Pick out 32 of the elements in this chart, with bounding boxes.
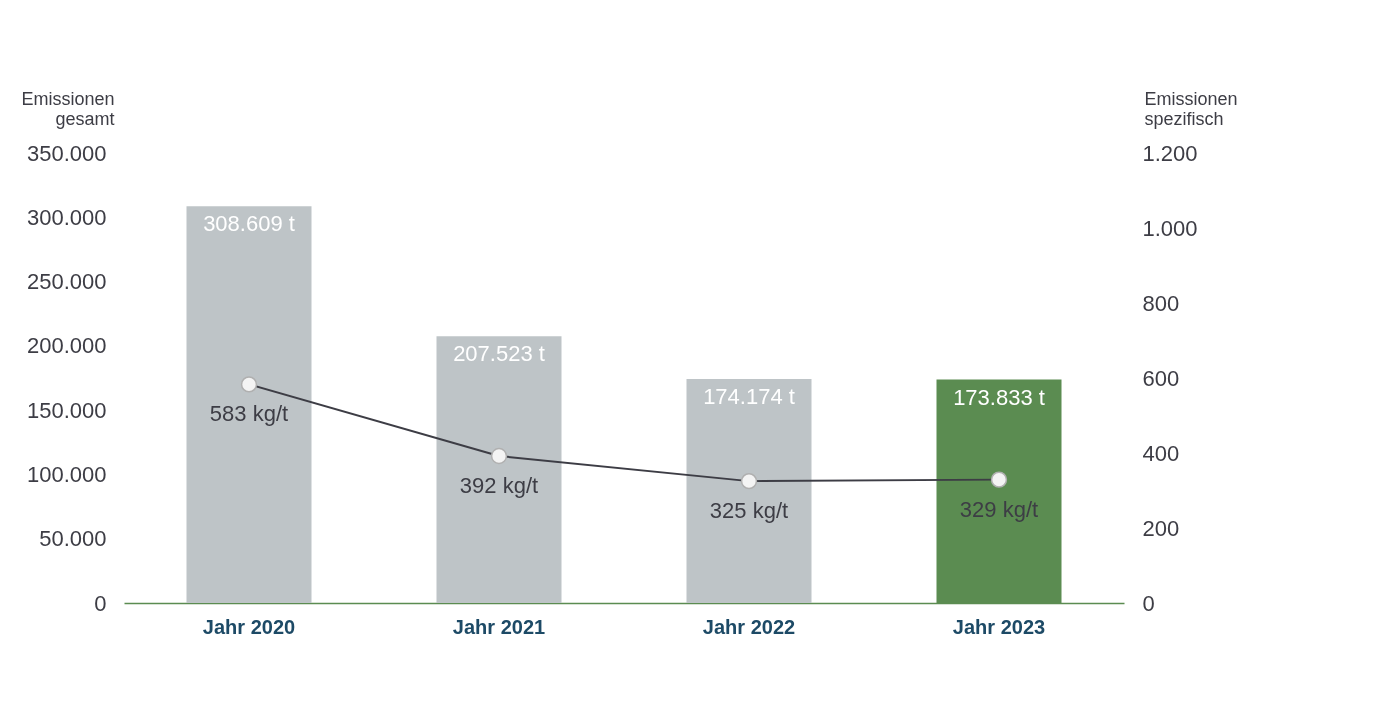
y2-tick-label: 0 <box>1142 590 1155 616</box>
bar <box>436 336 562 603</box>
data-label: 329 kg/t <box>959 496 1039 522</box>
data-label: 325 kg/t <box>709 498 789 524</box>
y-tick-label: 350.000 <box>26 140 107 166</box>
data-label: 173.833 t <box>953 384 1045 410</box>
y-axis-title: Emissionen gesamt <box>21 88 115 129</box>
y-tick-label: 50.000 <box>39 526 107 552</box>
x-tick-label: Jahr 2021 <box>452 615 546 638</box>
y-tick-label: 150.000 <box>26 397 107 423</box>
y-tick-label: 100.000 <box>26 461 107 487</box>
data-label: 583 kg/t <box>209 401 289 427</box>
y2-axis-title: Emissionen spezifisch <box>1144 88 1238 129</box>
y2-tick-label: 600 <box>1142 365 1180 391</box>
y2-tick-label: 1.000 <box>1142 215 1198 241</box>
y-tick-label: 300.000 <box>26 204 107 230</box>
x-tick-label: Jahr 2023 <box>952 615 1046 638</box>
y2-tick-label: 200 <box>1142 515 1180 541</box>
bar <box>186 206 312 603</box>
data-label: 392 kg/t <box>459 473 539 498</box>
bar <box>686 379 812 603</box>
x-tick-label: Jahr 2020 <box>202 615 296 638</box>
y2-tick-label: 800 <box>1142 290 1180 316</box>
y-tick-label: 200.000 <box>26 333 107 359</box>
y-tick-label: 250.000 <box>26 269 107 295</box>
y2-tick-label: 400 <box>1142 440 1180 466</box>
data-label: 174.174 t <box>703 384 795 410</box>
data-label: 207.523 t <box>453 341 545 367</box>
y2-tick-label: 1.200 <box>1142 140 1198 166</box>
y-tick-label: 0 <box>94 590 107 616</box>
data-label: 308.609 t <box>203 211 295 237</box>
x-tick-label: Jahr 2022 <box>702 615 796 638</box>
